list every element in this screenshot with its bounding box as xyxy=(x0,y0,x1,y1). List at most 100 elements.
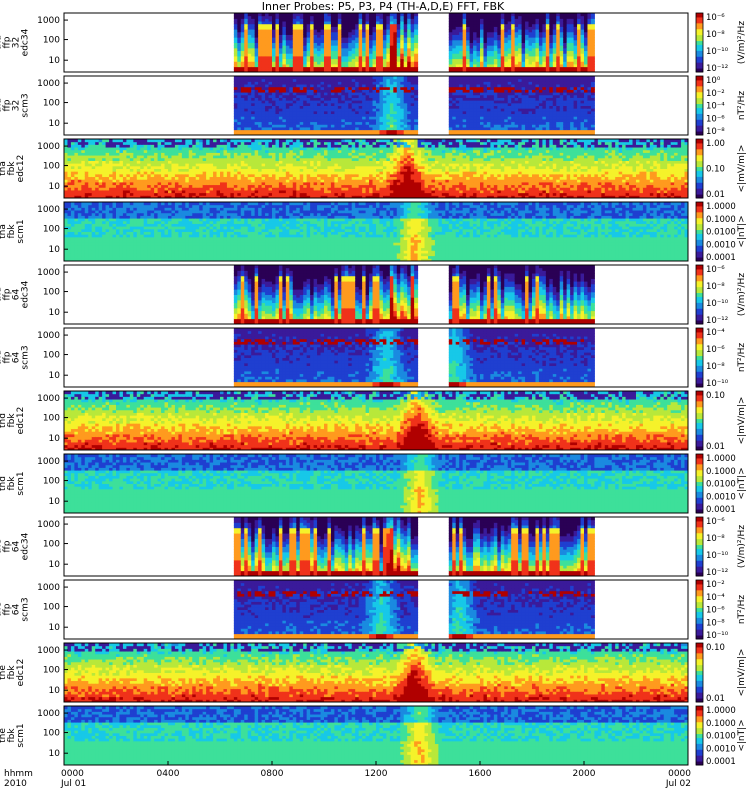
panel-thd-ffp-64-edc34: 1000 100 10 thdffp64edc34 10⁻⁶ 10⁻⁸ 10⁻¹⁰ 10⁻¹²… xyxy=(0,264,747,326)
panel-thd-fbk-scm1: 1000 100 10 thdfbkscm1 1.0000 0.1000 0.0100 0.0… xyxy=(0,453,747,515)
panel-thd-fbk-edc12: 1000 100 10 thdfbkedc12 0.10 0.01 <|mV/m|> xyxy=(0,390,747,452)
time-axis-row-label: 2010 xyxy=(4,779,27,789)
spectrogram xyxy=(64,643,689,703)
panel-label-line: ffp xyxy=(3,36,13,48)
colorbar-tick-label: 0.1000 xyxy=(706,719,736,729)
panel-label: theffp64edc34 xyxy=(0,532,31,560)
panel-label: thdfbkscm1 xyxy=(0,471,26,495)
panel-tha-fbk-scm1: 1000 100 10 thafbkscm1 1.0000 0.1000 0.0100 0.0… xyxy=(0,201,747,263)
spectrogram xyxy=(64,454,689,514)
colorbar-tick-label: 0.0010 xyxy=(706,492,736,502)
colorbar-tick-label: 0.0010 xyxy=(706,744,736,754)
colorbar-tick-label: 0.01 xyxy=(706,694,725,704)
colorbar-unit: nT²/Hz xyxy=(737,595,747,625)
panel-the-fbk-scm1: 1000 100 10 thefbkscm1 1.0000 0.1000 0.0100 0.0… xyxy=(0,705,747,767)
colorbar-unit: <|nT|> xyxy=(737,719,747,751)
colorbar-tick-label: 0.10 xyxy=(706,391,725,401)
colorbar-tick-label: 1.0000 xyxy=(706,706,736,716)
frequency-tick-label: 10 xyxy=(49,308,61,318)
panel-label-line: thd xyxy=(0,413,8,428)
frequency-tick-label: 1000 xyxy=(37,457,60,467)
colorbar-tick-label: 0.1000 xyxy=(706,215,736,225)
panel-label-line: scm1 xyxy=(16,471,26,495)
frequency-tick-label: 100 xyxy=(43,729,60,739)
frequency-tick-label: 100 xyxy=(43,603,60,613)
colorbar: 10⁻⁴ 10⁻⁶ 10⁻⁸ 10⁻¹⁰ nT²/Hz xyxy=(695,327,747,389)
frequency-tick-label: 10 xyxy=(49,56,61,66)
spectrogram xyxy=(233,13,595,73)
panel-label-line: the xyxy=(0,728,8,743)
panel-label-line: the xyxy=(0,539,4,554)
panel-label-line: scm1 xyxy=(16,219,26,243)
panel-frame xyxy=(63,327,689,388)
frequency-tick-label: 10 xyxy=(49,182,61,192)
spectrogram xyxy=(233,328,595,388)
panel-label-line: tha xyxy=(0,98,4,113)
colorbar-tick-label: 10⁻⁸ xyxy=(706,618,725,628)
panel-frame xyxy=(63,453,689,514)
colorbar-tick-label: 10⁻¹² xyxy=(706,316,728,326)
panel-label: thdffp64scm3 xyxy=(0,345,31,369)
colorbar-tick-label: 10⁻⁶ xyxy=(706,606,725,616)
panel-label-line: 64 xyxy=(12,289,22,301)
colorbar-unit: <|nT|> xyxy=(737,215,747,247)
frequency-tick-label: 1000 xyxy=(37,331,60,341)
panel-thd-ffp-64-scm3: 1000 100 10 thdffp64scm3 10⁻⁴ 10⁻⁶ 10⁻⁸ 10⁻¹⁰ nT… xyxy=(0,327,747,389)
colorbar-tick-label: 0.0001 xyxy=(706,757,736,767)
spectrogram xyxy=(64,139,689,199)
panel-label-line: edc12 xyxy=(16,407,26,435)
panel-label: thdfbkedc12 xyxy=(0,407,26,435)
colorbar-tick-label: 10⁻⁶ xyxy=(706,265,725,275)
colorbar-tick-label: 0.0001 xyxy=(706,505,736,515)
colorbar-unit: <|nT|> xyxy=(737,467,747,499)
frequency-tick-label: 10 xyxy=(49,560,61,570)
colorbar-tick-label: 10⁻⁸ xyxy=(706,127,725,137)
colorbar: 0.10 0.01 <|mV/m|> xyxy=(695,390,747,452)
frequency-tick-label: 10 xyxy=(49,245,61,255)
panel-label-line: edc12 xyxy=(16,659,26,687)
panel-label-line: edc34 xyxy=(21,280,31,308)
time-tick-label: 0000 xyxy=(668,769,691,779)
frequency-tick-label: 10 xyxy=(49,497,61,507)
colorbar-tick-label: 10⁻⁸ xyxy=(706,30,725,40)
frequency-tick-label: 100 xyxy=(43,540,60,550)
panel-label-line: ffp xyxy=(3,288,13,300)
colorbar-unit: nT²/Hz xyxy=(737,91,747,121)
panel-frame xyxy=(63,516,689,577)
panel-label-line: tha xyxy=(0,224,8,239)
panel-label: thefbkscm1 xyxy=(0,723,26,747)
colorbar-tick-label: 0.01 xyxy=(706,442,725,452)
time-tick-label: 2000 xyxy=(573,769,596,779)
colorbar-tick-label: 10⁻¹⁰ xyxy=(706,551,729,561)
colorbar-tick-label: 10⁻⁴ xyxy=(706,328,725,338)
colorbar-unit: <|mV/m|> xyxy=(737,145,747,193)
colorbar-unit: (V/m)²/Hz xyxy=(737,21,747,64)
panel-frame xyxy=(63,390,689,451)
frequency-tick-label: 10 xyxy=(49,434,61,444)
time-tick-label: 0400 xyxy=(157,769,180,779)
time-tick-label: 1600 xyxy=(469,769,492,779)
colorbar-tick-label: 10⁻⁴ xyxy=(706,593,725,603)
colorbar-tick-label: 0.10 xyxy=(706,165,725,175)
panel-label-line: fbk xyxy=(7,665,17,680)
spectrogram xyxy=(64,391,689,451)
panel-frame xyxy=(63,201,689,262)
spectrogram xyxy=(233,76,595,136)
panel-label: theffp64scm3 xyxy=(0,597,31,621)
panel-label-line: scm3 xyxy=(21,93,31,117)
panel-the-ffp-64-scm3: 100010010theffp64scm310⁻²10⁻⁴10⁻⁶10⁻⁸10⁻… xyxy=(0,579,747,641)
frequency-tick-label: 1000 xyxy=(37,142,60,152)
panel-tha-ffp-32-edc34: 1000 100 10 thaffp32edc34 10⁻⁶ 10⁻⁸ 10⁻¹⁰ 10⁻¹²… xyxy=(0,12,747,74)
panel-frame xyxy=(63,642,689,703)
frequency-tick-label: 1000 xyxy=(37,205,60,215)
colorbar-tick-label: 0.01 xyxy=(706,190,725,200)
spectrogram xyxy=(64,202,689,262)
panel-label-line: ffp xyxy=(3,99,13,111)
panel-tha-fbk-edc12: 1000 100 10 thafbkedc12 1.00 0.10 0.01 <|mV/m|> xyxy=(0,138,747,200)
panel-label-line: tha xyxy=(0,35,4,50)
panel-label-line: 32 xyxy=(12,37,22,48)
frequency-tick-label: 100 xyxy=(43,414,60,424)
colorbar-tick-label: 0.10 xyxy=(706,643,725,653)
frequency-tick-label: 100 xyxy=(43,477,60,487)
